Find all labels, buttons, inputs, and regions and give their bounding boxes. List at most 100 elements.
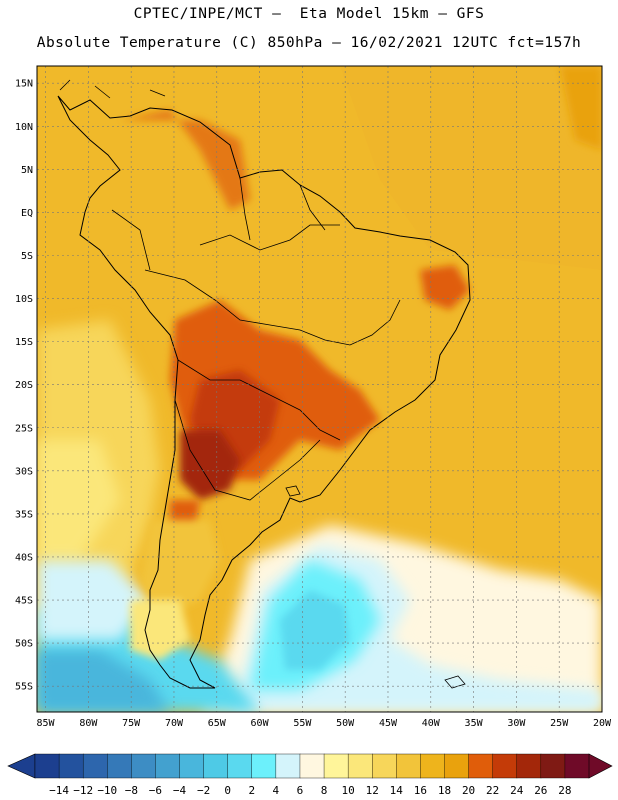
colorbar-swatch [468, 753, 494, 779]
colorbar-label: 24 [510, 784, 524, 797]
lat-label: 15N [15, 79, 33, 90]
colorbar-swatch [323, 753, 349, 779]
lon-label: 20W [593, 718, 612, 729]
colorbar-label: −2 [197, 784, 210, 797]
colorbar-swatch [347, 753, 373, 779]
field-sw-colder [37, 650, 170, 712]
lat-label: 10N [15, 122, 33, 133]
colorbar-swatch [82, 753, 108, 779]
colorbar-label: −12 [73, 784, 93, 797]
lon-label: 25W [550, 718, 569, 729]
colorbar-label: 8 [321, 784, 328, 797]
title-line-2: Absolute Temperature (C) 850hPa – 16/02/… [36, 35, 582, 51]
colorbar-swatch [275, 753, 301, 779]
lon-label: 35W [465, 718, 484, 729]
colorbar-swatch [516, 753, 542, 779]
colorbar-label: 22 [486, 784, 499, 797]
colorbar: −14 −12 −10 −8 −6 −4 −2 0 2 4 6 8 10 12 14 16 18 20 22 24 26… [7, 753, 613, 797]
colorbar-label: −4 [173, 784, 187, 797]
lat-label: EQ [21, 208, 33, 219]
lon-label: 85W [37, 718, 56, 729]
field-ne-ocean [340, 66, 602, 270]
field-argentina-hot [180, 430, 240, 500]
colorbar-swatch [203, 753, 229, 779]
lon-label: 70W [165, 718, 184, 729]
colorbar-label: 2 [248, 784, 255, 797]
colorbar-label: 18 [438, 784, 451, 797]
lat-label: 25S [15, 423, 33, 434]
lon-label: 65W [208, 718, 227, 729]
colorbar-label: 6 [297, 784, 304, 797]
map-frame [36, 65, 603, 713]
field-cold-center [280, 590, 350, 670]
colorbar-swatch [227, 753, 253, 779]
central-america-coast [59, 79, 166, 99]
lon-label: 60W [251, 718, 270, 729]
colorbar-swatch [396, 753, 421, 779]
lon-label: 50W [336, 718, 355, 729]
colorbar-swatch [540, 753, 566, 779]
lon-label: 75W [122, 718, 141, 729]
colorbar-label: −14 [49, 784, 69, 797]
colorbar-label: −8 [125, 784, 138, 797]
field-patagonia-south [130, 600, 190, 660]
lon-label: 40W [422, 718, 441, 729]
colorbar-label: 12 [366, 784, 379, 797]
border-line-2 [177, 359, 341, 441]
border-line-1 [144, 269, 401, 346]
colorbar-swatch [251, 753, 277, 779]
lat-label: 10S [15, 294, 33, 305]
title-line-1: CPTEC/INPE/MCT – Eta Model 15km – GFS [133, 6, 485, 22]
lat-label: 15S [15, 337, 33, 348]
lat-label: 30S [15, 466, 33, 477]
colorbar-swatch [107, 753, 132, 779]
lat-label: 50S [15, 639, 33, 650]
field-far-ne [560, 66, 602, 150]
colorbar-label: −6 [149, 784, 162, 797]
lon-label: 30W [507, 718, 526, 729]
border-line-6 [239, 177, 251, 241]
lon-label: 55W [293, 718, 312, 729]
lat-label: 20S [15, 380, 33, 391]
colorbar-label: −10 [97, 784, 117, 797]
colorbar-swatch [155, 753, 181, 779]
lat-label: 40S [15, 552, 33, 563]
colorbar-label: 4 [273, 784, 280, 797]
colorbar-label: 16 [414, 784, 427, 797]
lat-label: 5N [21, 165, 33, 176]
grid-lines [37, 66, 603, 712]
lat-label: 5S [21, 251, 33, 262]
colorbar-label: 14 [390, 784, 404, 797]
colorbar-min-arrow [7, 753, 36, 779]
island-outline [444, 675, 466, 689]
colorbar-swatch [564, 753, 590, 779]
colorbar-swatch [444, 753, 470, 779]
lon-label: 45W [379, 718, 398, 729]
latitude-labels: 15N 10N 5N EQ 5S 10S 15S 20S 25S 30S 35S 40S 45S 50S 5… [15, 79, 33, 693]
colorbar-swatch [58, 753, 84, 779]
border-line-4 [174, 399, 321, 501]
lat-label: 55S [15, 682, 33, 693]
colorbar-label: 28 [558, 784, 571, 797]
lon-label: 80W [79, 718, 98, 729]
border-line-3 [199, 224, 340, 251]
field-pacific-light [37, 440, 120, 560]
colorbar-label: 20 [462, 784, 475, 797]
lat-label: 45S [15, 596, 33, 607]
colorbar-swatch [492, 753, 518, 779]
continent-outline [57, 95, 471, 689]
colorbar-swatch [372, 753, 397, 779]
colorbar-swatch [34, 753, 60, 779]
colorbar-swatch [179, 753, 205, 779]
colorbar-swatch [299, 753, 325, 779]
colorbar-swatch [131, 753, 156, 779]
temperature-field [37, 66, 602, 712]
lat-label: 35S [15, 509, 33, 520]
border-line-7 [111, 209, 151, 271]
colorbar-label: 26 [534, 784, 547, 797]
border-line-5 [299, 184, 326, 231]
longitude-labels: 85W 80W 75W 70W 65W 60W 55W 50W 45W 40W 35W 30W 25W 2… [37, 718, 612, 729]
lake-outline [285, 485, 301, 497]
colorbar-label: 10 [342, 784, 355, 797]
